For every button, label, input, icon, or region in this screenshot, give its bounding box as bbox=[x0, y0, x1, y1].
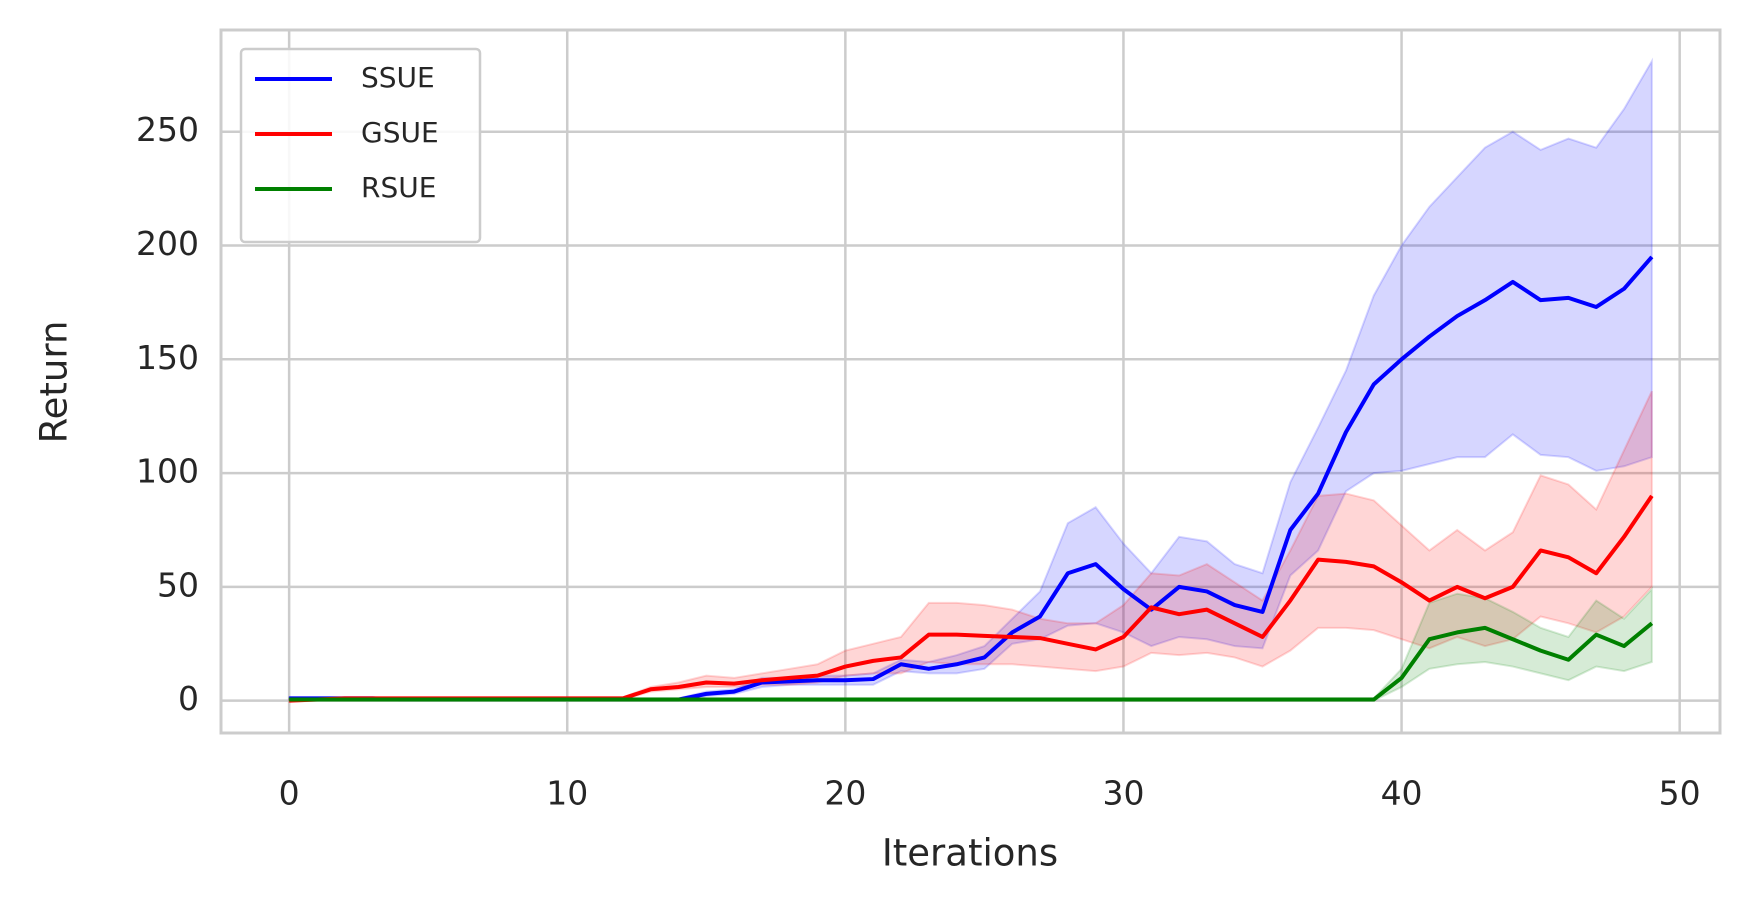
legend-label: RSUE bbox=[361, 171, 436, 204]
x-tick-label: 40 bbox=[1381, 774, 1423, 813]
y-tick-label: 200 bbox=[136, 224, 199, 263]
y-tick-label: 150 bbox=[136, 338, 199, 377]
series-line bbox=[289, 621, 1654, 702]
y-axis-label: Return bbox=[33, 321, 76, 444]
x-tick-label: 50 bbox=[1659, 774, 1701, 813]
y-tick-label: 0 bbox=[178, 679, 199, 718]
plot-frame bbox=[219, 28, 1722, 735]
legend-label: GSUE bbox=[361, 116, 439, 149]
x-tick-label: 10 bbox=[546, 774, 588, 813]
y-tick-label: 50 bbox=[157, 565, 199, 604]
x-tick-label: 20 bbox=[824, 774, 866, 813]
y-tick-label: 250 bbox=[136, 110, 199, 149]
confidence-band bbox=[288, 390, 1653, 703]
x-tick-label: 30 bbox=[1102, 774, 1144, 813]
legend-label: SSUE bbox=[361, 61, 435, 94]
legend-box bbox=[239, 47, 482, 244]
x-tick-label: 0 bbox=[279, 774, 300, 813]
y-tick-label: 100 bbox=[136, 452, 199, 491]
x-axis-label: Iterations bbox=[882, 832, 1058, 875]
